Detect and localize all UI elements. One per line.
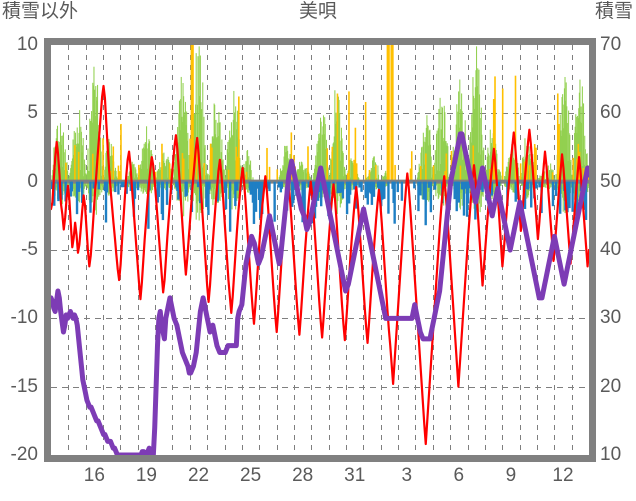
x-tick: 31 <box>344 465 366 486</box>
y-tick-right: 50 <box>600 170 622 192</box>
x-tick: 19 <box>135 465 157 486</box>
y-tick-right: 40 <box>600 239 622 260</box>
right-axis-title: 積雪 <box>594 1 633 22</box>
y-tick-right: 70 <box>600 34 622 55</box>
y-tick-left: 0 <box>27 170 38 192</box>
plot-inner <box>51 45 589 455</box>
y-tick-right: 20 <box>600 375 622 397</box>
x-tick: 16 <box>83 465 105 486</box>
x-tick: 22 <box>187 465 210 486</box>
y-tick-left: -15 <box>10 375 38 397</box>
y-tick-left: -5 <box>21 239 38 260</box>
plot-area <box>44 38 596 462</box>
y-tick-left: -10 <box>10 307 38 329</box>
y-tick-left: -20 <box>10 444 38 465</box>
y-tick-right: 60 <box>600 102 622 124</box>
left-axis-title: 積雪以外 <box>2 1 79 22</box>
y-tick-right: 30 <box>600 307 622 329</box>
y-tick-right: 10 <box>600 444 622 465</box>
x-tick: 9 <box>505 465 517 486</box>
chart-title: 美唄 <box>298 1 337 22</box>
x-tick: 28 <box>292 465 314 486</box>
x-tick: 3 <box>401 465 413 486</box>
x-tick: 12 <box>552 465 574 486</box>
y-tick-left: 10 <box>16 34 38 55</box>
plot-canvas <box>51 45 589 455</box>
x-tick: 6 <box>453 465 465 486</box>
y-tick-left: 5 <box>27 102 38 124</box>
x-tick: 25 <box>240 465 262 486</box>
